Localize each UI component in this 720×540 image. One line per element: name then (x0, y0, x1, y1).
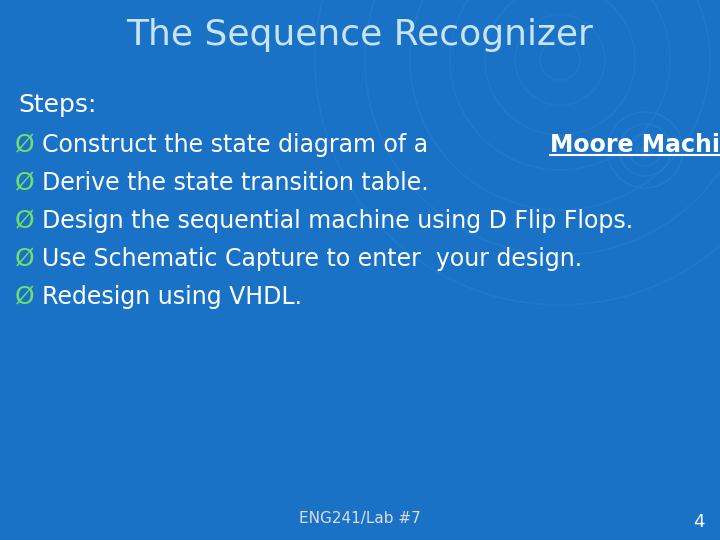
Text: Ø: Ø (15, 133, 35, 157)
Text: Ø: Ø (15, 285, 35, 309)
Text: Moore Machine.: Moore Machine. (550, 133, 720, 157)
Text: Use Schematic Capture to enter  your design.: Use Schematic Capture to enter your desi… (42, 247, 582, 271)
Text: Ø: Ø (15, 171, 35, 195)
Circle shape (641, 146, 649, 154)
Text: ENG241/Lab #7: ENG241/Lab #7 (299, 510, 421, 525)
Text: Redesign using VHDL.: Redesign using VHDL. (42, 285, 302, 309)
Text: 4: 4 (693, 513, 705, 531)
Text: Derive the state transition table.: Derive the state transition table. (42, 171, 428, 195)
Text: Design the sequential machine using D Flip Flops.: Design the sequential machine using D Fl… (42, 209, 633, 233)
Text: Ø: Ø (15, 209, 35, 233)
Text: Construct the state diagram of a: Construct the state diagram of a (42, 133, 436, 157)
Text: Steps:: Steps: (18, 93, 96, 117)
Text: The Sequence Recognizer: The Sequence Recognizer (127, 18, 593, 52)
Text: Ø: Ø (15, 247, 35, 271)
